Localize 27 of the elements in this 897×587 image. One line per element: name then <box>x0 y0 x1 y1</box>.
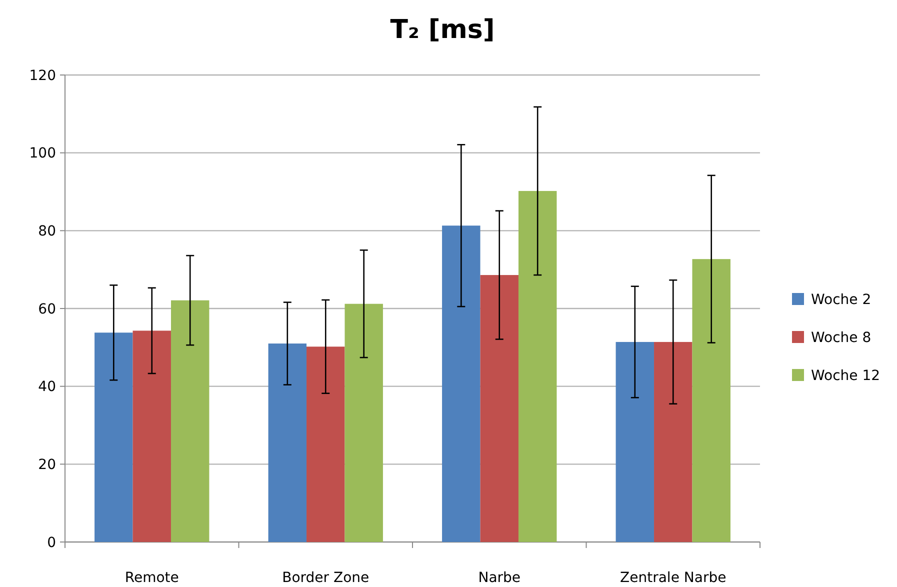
bar <box>94 332 133 542</box>
y-tick-label: 20 <box>38 457 56 474</box>
bar <box>344 304 383 542</box>
legend-label: Woche 8 <box>811 330 872 346</box>
y-tick-label: 0 <box>47 534 56 551</box>
x-tick-label: Remote <box>124 570 179 586</box>
x-tick-label: Border Zone <box>282 570 370 586</box>
bar <box>170 300 210 542</box>
bar <box>692 259 730 542</box>
bar <box>480 275 518 542</box>
x-tick-label: Zentrale Narbe <box>620 570 726 586</box>
bar <box>306 346 345 542</box>
chart-title: T₂ [ms] <box>390 15 495 45</box>
y-tick-label: 100 <box>29 146 56 162</box>
bar <box>442 226 480 542</box>
bar <box>268 344 307 542</box>
bar <box>654 342 692 542</box>
bar <box>132 330 171 542</box>
y-tick-label: 40 <box>38 379 56 396</box>
bar <box>616 342 654 542</box>
legend-label: Woche 12 <box>811 368 880 384</box>
y-tick-label: 80 <box>38 224 56 240</box>
bar <box>518 190 557 542</box>
legend-label: Woche 2 <box>811 292 872 308</box>
y-tick-label: 60 <box>38 301 56 318</box>
y-tick-label: 120 <box>29 68 56 84</box>
x-tick-label: Narbe <box>478 570 521 586</box>
